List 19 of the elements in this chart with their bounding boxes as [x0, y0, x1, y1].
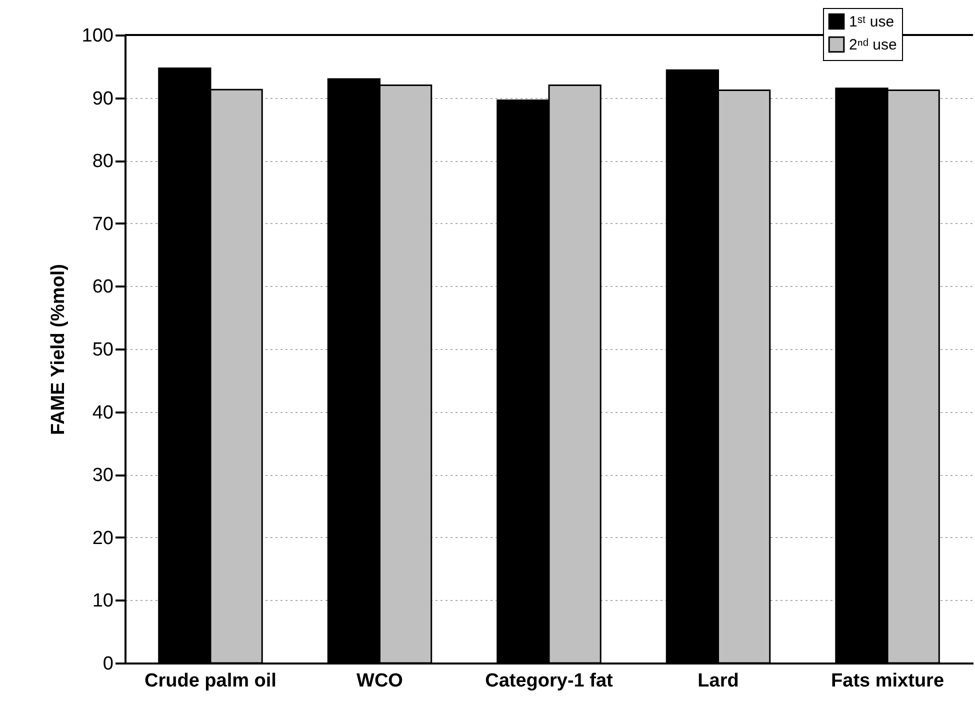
y-tick-label: 90 [92, 88, 114, 110]
y-tick-label: 0 [102, 654, 114, 674]
y-tick-label: 100 [82, 26, 114, 46]
x-tick-label: Lard [698, 670, 739, 692]
y-tick-label: 30 [92, 465, 114, 486]
x-tick-label: Fats mixture [831, 670, 944, 692]
y-tick-label: 10 [92, 590, 114, 612]
y-tick-label: 80 [92, 151, 114, 172]
y-tick-label: 50 [92, 340, 114, 360]
y-tick-label: 40 [92, 402, 114, 424]
y-tick-label: 60 [92, 276, 114, 298]
x-tick-label: WCO [356, 670, 403, 692]
y-tick-label: 20 [92, 528, 114, 549]
legend-label: 2ⁿᵈ use [849, 36, 897, 54]
x-tick-label: Category-1 fat [485, 670, 614, 692]
y-axis-title: FAME Yield (%mol) [48, 264, 69, 436]
legend-label: 1ˢᵗ use [849, 14, 894, 30]
x-tick-label: Crude palm oil [144, 670, 276, 692]
y-tick-label: 70 [92, 214, 114, 235]
